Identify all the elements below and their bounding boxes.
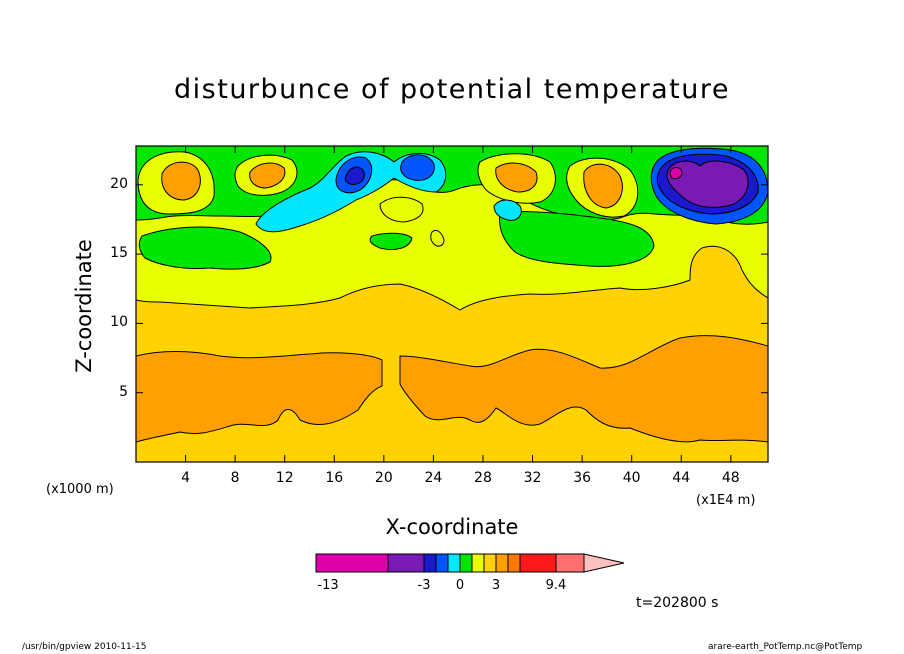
- x-tick-label: 20: [374, 470, 393, 486]
- x-tick-label: 44: [672, 470, 691, 486]
- colorbar-segment: [447, 553, 461, 573]
- x-unit-right-label: (x1E4 m): [696, 493, 756, 508]
- contour-region: [161, 161, 201, 201]
- footer-left: /usr/bin/gpview 2010-11-15: [22, 642, 147, 652]
- contour-field: [136, 146, 768, 462]
- x-tick-label: 32: [523, 470, 542, 486]
- y-tick-label: 20: [110, 175, 128, 192]
- footer-right: arare-earth_PotTemp.nc@PotTemp: [708, 642, 863, 652]
- colorbar-label: 9.4: [545, 578, 567, 593]
- colorbar-segment: [471, 553, 485, 573]
- colorbar-label: 3: [491, 578, 501, 593]
- colorbar-segment: [555, 553, 585, 573]
- x-tick-label: 4: [181, 470, 191, 486]
- colorbar-segment: [435, 553, 449, 573]
- y-tick-group: [136, 184, 768, 394]
- colorbar-segment: [423, 553, 437, 573]
- contour-region: [493, 199, 522, 221]
- contour-region: [400, 154, 435, 181]
- colorbar-segment: [495, 553, 509, 573]
- colorbar-arrow: [583, 553, 625, 573]
- colorbar-label: -3: [417, 578, 431, 593]
- colorbar-segment: [387, 553, 425, 573]
- chart-title: disturbunce of potential temperature: [174, 74, 730, 105]
- contour-region: [344, 166, 365, 185]
- contour-region: [379, 196, 424, 223]
- x-axis-label: X-coordinate: [385, 515, 519, 539]
- colorbar-segment: [459, 553, 473, 573]
- x-tick-group: [185, 146, 732, 462]
- y-tick-label: 5: [119, 383, 128, 400]
- contour-region: [369, 232, 413, 251]
- contour-region: [430, 229, 445, 247]
- colorbar-segment: [519, 553, 557, 573]
- x-tick-label: 24: [424, 470, 443, 486]
- colorbar: [315, 553, 625, 573]
- y-tick-label: 10: [110, 314, 128, 331]
- x-unit-left-label: (x1000 m): [46, 482, 114, 497]
- colorbar-segment: [507, 553, 521, 573]
- colorbar-segment: [315, 553, 389, 573]
- contour-region: [666, 160, 749, 208]
- y-tick-label: 15: [110, 245, 128, 262]
- contour-region: [138, 226, 272, 270]
- colorbar-label: -13: [317, 578, 339, 593]
- contour-region: [399, 335, 768, 443]
- contour-region: [249, 162, 286, 189]
- x-tick-label: 40: [622, 470, 641, 486]
- contour-region: [495, 162, 538, 193]
- x-tick-label: 12: [275, 470, 294, 486]
- time-label: t=202800 s: [636, 595, 719, 611]
- x-tick-label: 28: [474, 470, 492, 486]
- x-tick-label: 48: [721, 470, 740, 486]
- colorbar-label: 0: [455, 578, 465, 593]
- plot-frame: [135, 145, 769, 463]
- x-tick-label: 16: [325, 470, 344, 486]
- contour-region: [136, 351, 383, 443]
- colorbar-segment: [483, 553, 497, 573]
- contour-region: [669, 167, 683, 180]
- contour-region: [499, 210, 655, 267]
- x-tick-label: 36: [573, 470, 592, 486]
- x-tick-label: 8: [230, 470, 240, 486]
- contour-region: [583, 163, 623, 209]
